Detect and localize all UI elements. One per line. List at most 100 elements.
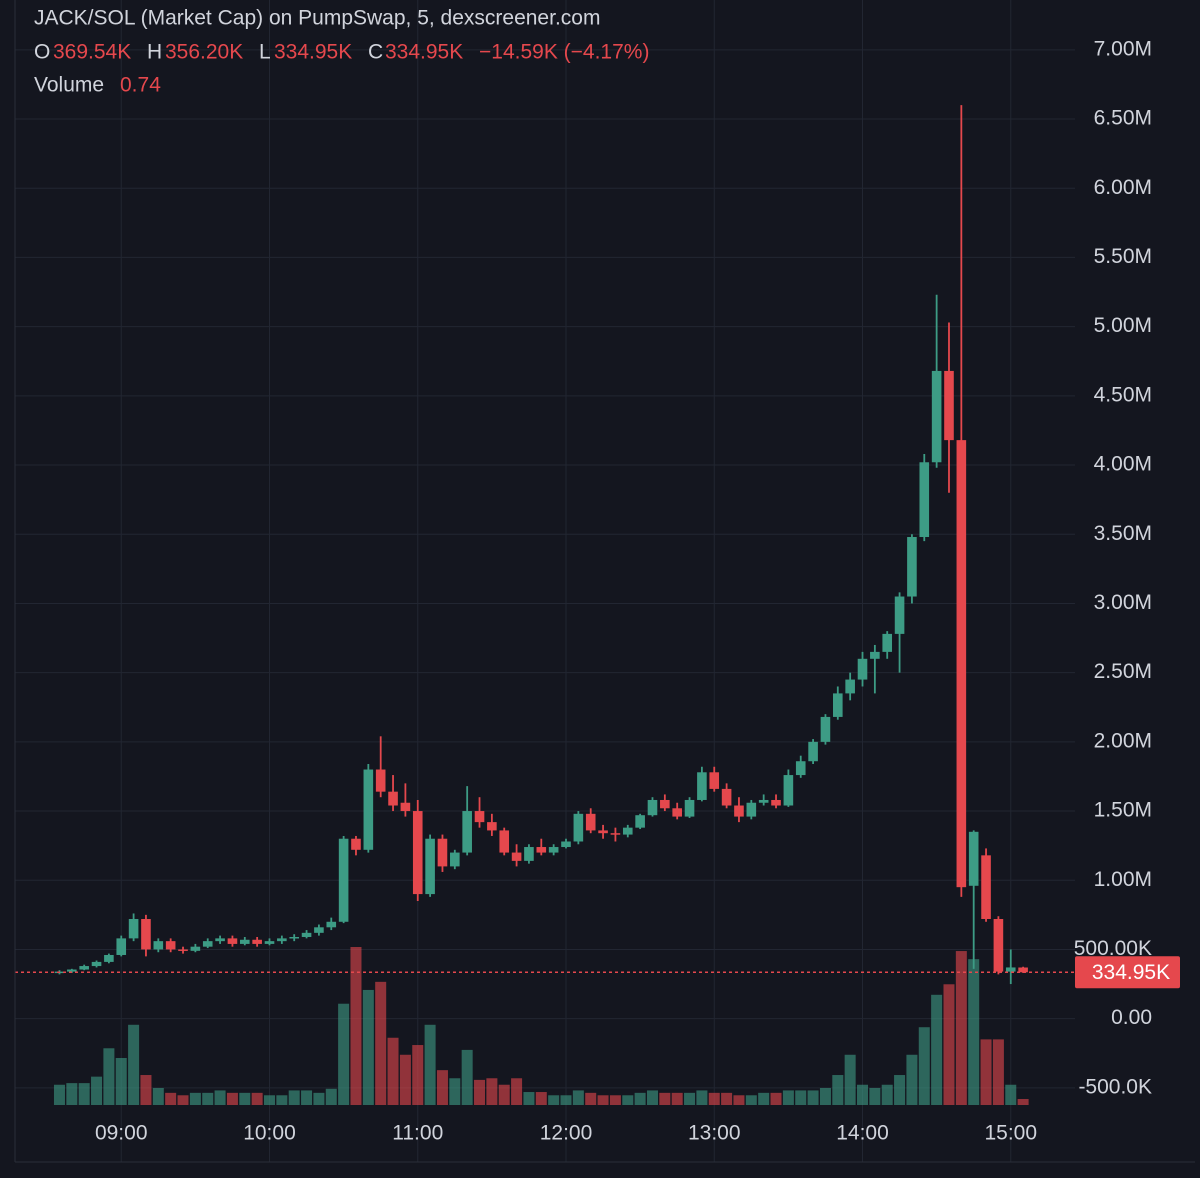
volume-bar [115, 1058, 127, 1105]
volume-bar [177, 1095, 189, 1105]
y-tick-label: 4.50M [1094, 383, 1152, 406]
candle-body [190, 946, 201, 951]
y-tick-label: 7.00M [1094, 37, 1152, 60]
candle-body [944, 370, 954, 441]
candle-body [412, 811, 423, 895]
candle-body [548, 847, 559, 853]
y-tick-label: 1.00M [1094, 868, 1152, 891]
volume-bar [214, 1090, 226, 1105]
x-tick-label: 15:00 [984, 1122, 1037, 1145]
volume-bar [1005, 1084, 1017, 1105]
volume-bar [288, 1090, 300, 1105]
volume-bar [708, 1092, 720, 1105]
volume-bar [276, 1095, 288, 1105]
candle-body [338, 838, 349, 922]
volume-bar [758, 1092, 770, 1105]
candle-body [660, 799, 670, 809]
candle-body [425, 838, 435, 895]
candle-body [845, 679, 855, 694]
volume-bar [91, 1076, 103, 1105]
candle-body [264, 941, 275, 944]
volume-bar [313, 1092, 325, 1105]
volume-bar [251, 1092, 263, 1105]
volume-bar [733, 1095, 745, 1105]
candle-body [128, 919, 139, 939]
candle-body [462, 811, 472, 853]
y-tick-label: 1.50M [1094, 799, 1152, 822]
y-tick-label: 5.50M [1094, 245, 1152, 268]
volume-bar [955, 951, 967, 1105]
volume-bar [263, 1095, 275, 1105]
volume-bar [931, 994, 943, 1105]
axes: -500.0K 0.00 500.00K 1.00M 1.50M 2.00M 2.50M 3.… [15, 37, 1180, 1145]
volume-bar [597, 1095, 609, 1105]
volume-bar [844, 1054, 856, 1105]
volume-bar [782, 1090, 794, 1105]
volume-bar [869, 1087, 881, 1105]
candle-body [363, 769, 374, 850]
candle-body [647, 799, 658, 816]
candle-body [375, 769, 386, 792]
candle-body [67, 969, 77, 972]
candle-body [573, 813, 584, 842]
candle-body [474, 811, 485, 823]
y-tick-label: 2.00M [1094, 729, 1152, 752]
volume-bar [535, 1092, 547, 1105]
candle-body [820, 716, 831, 742]
volume-bar [585, 1092, 597, 1105]
volume-bar [387, 1037, 399, 1105]
volume-bar [918, 1027, 930, 1105]
volume-bar [66, 1083, 78, 1105]
candle-body [808, 741, 818, 762]
candle-body [499, 830, 510, 853]
y-tick-label: 3.00M [1094, 591, 1152, 614]
volume-bar [906, 1054, 918, 1105]
volume-bar [857, 1084, 869, 1105]
volume-bar [239, 1092, 251, 1105]
candle-body [104, 954, 114, 962]
x-tick-label: 14:00 [836, 1122, 889, 1145]
candle-body [91, 961, 102, 967]
legend-open-label: O [34, 41, 50, 64]
y-tick-label: 6.50M [1094, 107, 1152, 130]
candle-body [697, 772, 707, 800]
candle-body [968, 831, 979, 886]
candle-body [882, 633, 893, 652]
candle-body [511, 852, 522, 861]
candle-body [981, 855, 991, 920]
legend-close-label: C [368, 41, 383, 64]
volume-bar [894, 1075, 906, 1105]
volume-bar [721, 1092, 733, 1105]
candle-body [783, 775, 794, 806]
volume-bar [53, 1084, 65, 1105]
candle-body [116, 938, 127, 955]
y-tick-label: 6.00M [1094, 176, 1152, 199]
candle-body [437, 838, 448, 867]
candle-body [672, 808, 682, 817]
candle-body [857, 658, 868, 680]
volume-bar [511, 1078, 523, 1105]
volume-bar [992, 1039, 1004, 1105]
candle-body [993, 919, 1004, 972]
volume-bar [449, 1078, 461, 1105]
candle-body [450, 852, 460, 867]
volume-bar [78, 1083, 90, 1105]
candle-body [870, 651, 880, 659]
volume-bar [943, 984, 955, 1105]
candle-body [153, 941, 164, 950]
legend-change: −14.59K (−4.17%) [479, 41, 649, 64]
candle-body [252, 939, 262, 944]
legend-open: 369.54K [53, 41, 131, 64]
candle-body [622, 827, 633, 835]
y-tick-label: 5.00M [1094, 314, 1152, 337]
last-price-box [1075, 956, 1180, 989]
candle-body [277, 938, 287, 942]
volume-bar [646, 1090, 658, 1105]
candle-body [721, 788, 732, 806]
y-tick-label: -500.0K [1078, 1075, 1152, 1098]
candle-body [79, 966, 89, 970]
candle-body [487, 822, 497, 831]
candle-body [215, 938, 225, 942]
volume-bar [412, 1045, 424, 1105]
candle-body [956, 440, 967, 888]
